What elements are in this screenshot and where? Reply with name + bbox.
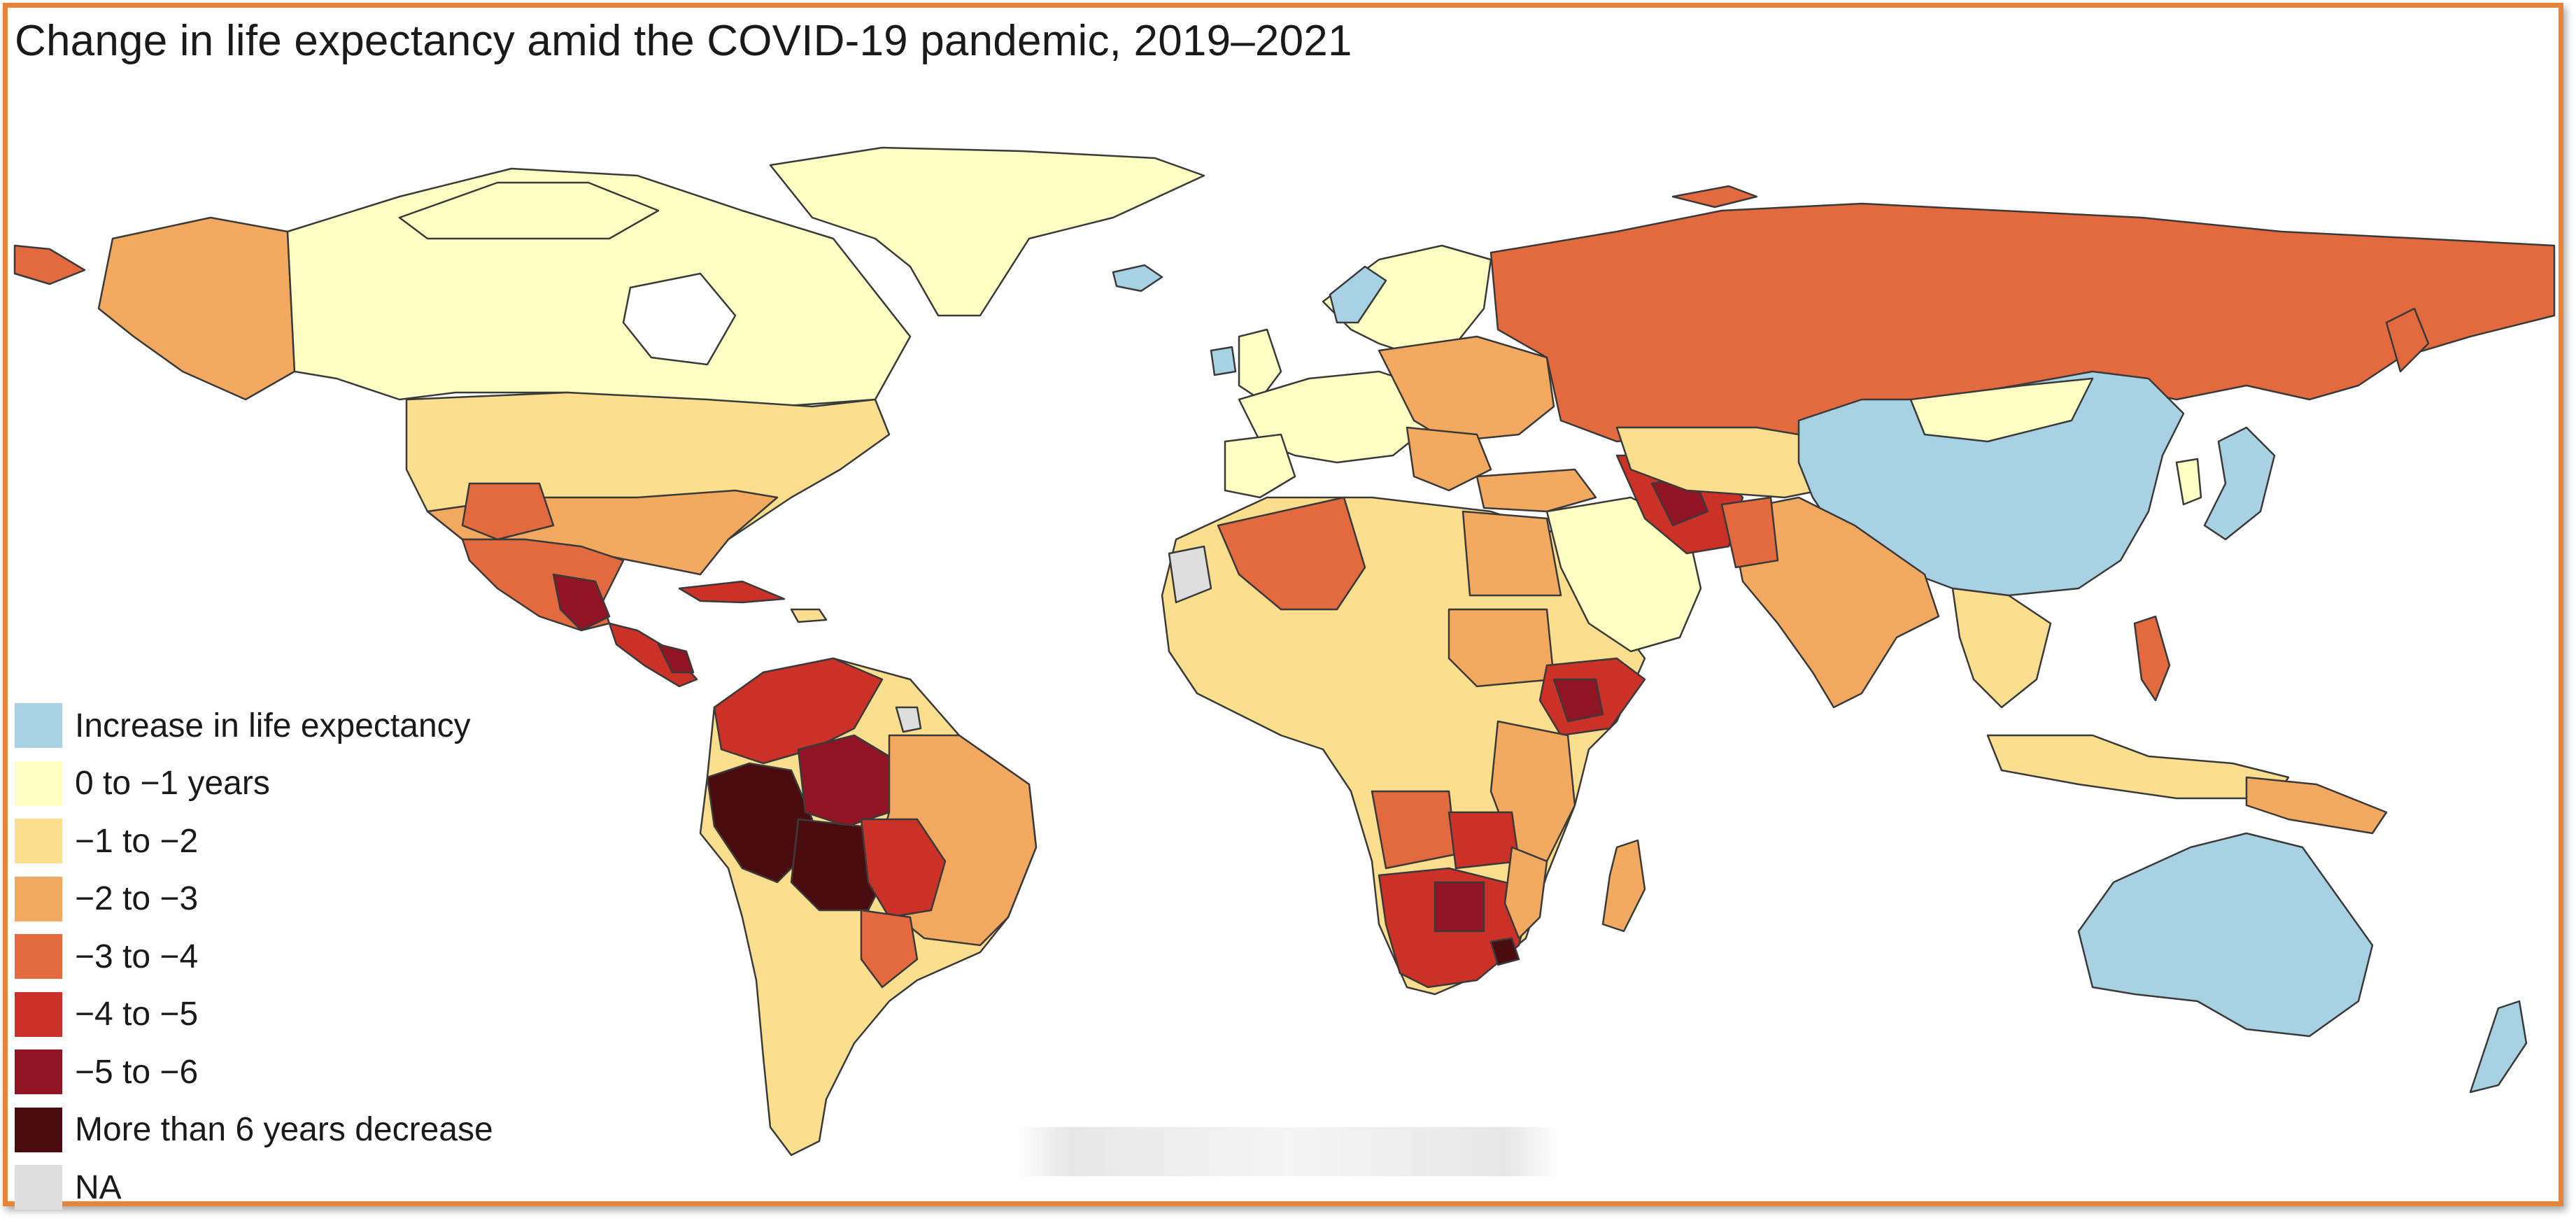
region-russia-north-island [1671,185,1758,208]
region-chukotka-west [13,244,86,285]
region-brazil-center [860,818,947,919]
legend-item-5-to-6: −5 to −6 [15,1043,493,1101]
region-paraguay [860,909,919,989]
legend-label-0-to-1: 0 to −1 years [75,765,270,803]
region-philippines [2133,615,2171,702]
legend-swatch-1-to-2 [15,819,62,864]
region-nicaragua [657,643,695,674]
legend-item-2-to-3: −2 to −3 [15,870,493,928]
legend-swatch-0-to-1 [15,761,62,806]
legend-item-increase: Increase in life expectancy [15,697,493,755]
region-ethiopia-core [1552,678,1604,723]
region-colombia-venezuela [713,657,884,765]
region-zambia [1448,811,1520,870]
region-south-asia [1727,496,1940,709]
legend-swatch-3-to-4 [15,934,62,980]
region-alaska [97,216,296,401]
legend-item-3-to-4: −3 to −4 [15,928,493,986]
region-australia [2077,832,2374,1038]
world-map [13,146,2556,1157]
legend-swatch-5-to-6 [15,1049,62,1095]
region-new-zealand [2469,1000,2528,1094]
region-hudson-bay [622,272,737,366]
region-east-europe [1378,335,1555,443]
legend-label-more-than-6: More than 6 years decrease [75,1111,493,1149]
legend-item-4-to-5: −4 to −5 [15,986,493,1044]
region-madagascar [1601,839,1646,933]
legend-swatch-na [15,1165,62,1210]
region-botswana [1434,881,1485,933]
region-turkey [1475,468,1597,513]
map-title: Change in life expectancy amid the COVID… [15,17,1352,65]
region-ireland [1210,346,1237,376]
legend-label-na: NA [75,1168,122,1206]
region-french-guiana [895,706,922,733]
region-mozambique [1503,846,1548,940]
legend-label-1-to-2: −1 to −2 [75,822,199,860]
region-mexico-south [552,573,611,632]
region-greenland [769,146,1205,317]
horizontal-scrollbar[interactable] [1015,1127,1561,1176]
map-legend: Increase in life expectancy 0 to −1 year… [15,697,493,1217]
region-norway-coast [1329,265,1387,324]
region-uk [1238,328,1282,401]
region-pakistan [1720,496,1779,569]
region-lesotho [1489,937,1520,966]
region-mongolia [1909,377,2094,443]
region-japan [2203,426,2276,541]
legend-label-increase: Increase in life expectancy [75,707,471,744]
legend-label-2-to-3: −2 to −3 [75,880,199,918]
region-usa-southwest [461,482,555,541]
region-iceland [1112,264,1163,292]
legend-label-4-to-5: −4 to −5 [75,996,199,1033]
region-amazon [797,734,891,828]
region-kamchatka [2385,307,2430,373]
region-korea [2175,458,2202,506]
legend-swatch-4-to-5 [15,991,62,1037]
region-balkans [1406,426,1492,492]
region-egypt [1462,510,1562,597]
region-angola [1371,790,1457,870]
region-iberia [1224,433,1296,499]
legend-swatch-increase [15,703,62,749]
region-algeria [1217,496,1366,611]
region-arctic-islands [398,181,660,240]
map-frame: Change in life expectancy amid the COVID… [3,3,2563,1210]
region-se-asia [1951,587,2052,709]
legend-item-more-than-6: More than 6 years decrease [15,1101,493,1159]
legend-label-5-to-6: −5 to −6 [75,1053,199,1091]
legend-item-1-to-2: −1 to −2 [15,812,493,870]
region-western-sahara [1168,545,1212,604]
region-indonesia [1986,734,2290,800]
region-hispaniola [790,608,828,623]
legend-swatch-2-to-3 [15,876,62,921]
region-new-guinea [2245,776,2388,835]
legend-item-0-to-1: 0 to −1 years [15,755,493,813]
legend-item-na: NA [15,1159,493,1217]
legend-label-3-to-4: −3 to −4 [75,938,199,975]
legend-swatch-more-than-6 [15,1107,62,1152]
region-cuba [678,580,786,604]
region-sudan [1448,608,1555,688]
